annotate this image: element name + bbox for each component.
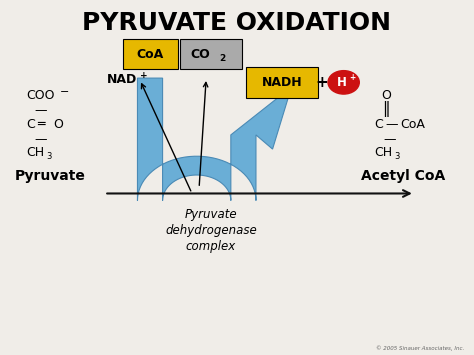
FancyBboxPatch shape [123,39,178,69]
Text: NAD: NAD [107,73,137,86]
Text: O: O [382,89,391,102]
Text: +: + [349,72,356,82]
Text: Pyruvate: Pyruvate [14,169,85,183]
Circle shape [328,71,359,94]
Text: COO: COO [26,89,55,102]
Text: H: H [337,76,347,89]
Text: 3: 3 [46,152,51,162]
Text: −: − [60,87,70,97]
Text: © 2005 Sinauer Associates, Inc.: © 2005 Sinauer Associates, Inc. [376,346,465,351]
Text: +: + [140,71,147,80]
Text: 3: 3 [394,152,400,162]
Text: 2: 2 [219,54,226,63]
Text: +: + [315,75,328,90]
Text: ═: ═ [37,118,45,131]
Text: —: — [383,133,395,146]
Text: O: O [54,118,64,131]
Text: —: — [386,118,398,131]
Text: NADH: NADH [262,76,302,89]
Text: —: — [35,133,47,146]
Text: CH: CH [374,146,392,159]
Text: CH: CH [26,146,44,159]
Text: PYRUVATE OXIDATION: PYRUVATE OXIDATION [82,11,392,35]
FancyBboxPatch shape [246,67,318,98]
Polygon shape [137,78,292,201]
FancyBboxPatch shape [180,39,242,69]
Text: ‖: ‖ [383,101,390,118]
Text: Pyruvate
dehydrogenase
complex: Pyruvate dehydrogenase complex [165,208,257,253]
Text: CoA: CoA [137,48,164,61]
Text: CoA: CoA [401,118,425,131]
Text: Acetyl CoA: Acetyl CoA [361,169,445,183]
Text: C: C [26,118,35,131]
Text: CO: CO [191,48,210,61]
Text: —: — [35,104,47,116]
Text: C: C [374,118,383,131]
